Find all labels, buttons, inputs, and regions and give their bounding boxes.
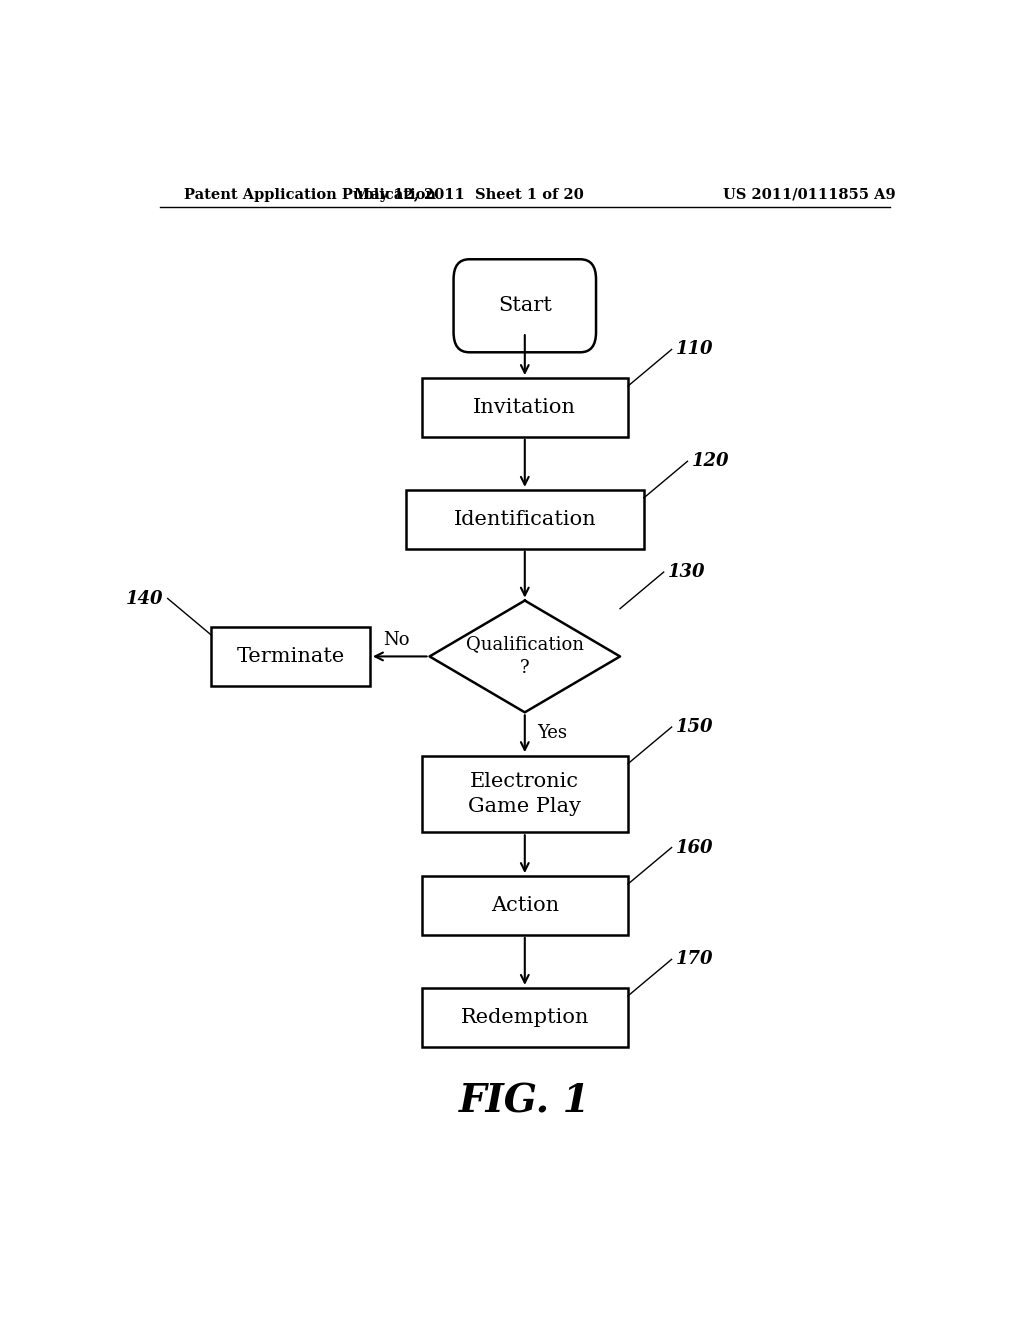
Text: FIG. 1: FIG. 1: [459, 1082, 591, 1121]
Bar: [422, 876, 628, 935]
Text: Identification: Identification: [454, 510, 596, 529]
Text: No: No: [383, 631, 410, 649]
Text: 140: 140: [126, 590, 164, 607]
Text: 110: 110: [676, 341, 713, 359]
Text: US 2011/0111855 A9: US 2011/0111855 A9: [723, 187, 896, 202]
Text: Invitation: Invitation: [473, 397, 577, 417]
Text: May 12, 2011  Sheet 1 of 20: May 12, 2011 Sheet 1 of 20: [354, 187, 584, 202]
FancyBboxPatch shape: [454, 259, 596, 352]
Bar: [406, 490, 644, 549]
Bar: [422, 378, 628, 437]
Text: Redemption: Redemption: [461, 1007, 589, 1027]
Text: 160: 160: [676, 838, 713, 857]
Text: Start: Start: [498, 296, 552, 315]
Text: Qualification
?: Qualification ?: [466, 636, 584, 677]
Text: 150: 150: [676, 718, 713, 737]
Text: 130: 130: [668, 564, 706, 581]
Bar: [422, 987, 628, 1047]
Text: Electronic
Game Play: Electronic Game Play: [468, 772, 582, 816]
Text: Patent Application Publication: Patent Application Publication: [183, 187, 435, 202]
Bar: [422, 755, 628, 832]
Bar: [211, 627, 370, 686]
Text: 120: 120: [691, 453, 729, 470]
Text: Yes: Yes: [537, 723, 566, 742]
Text: Terminate: Terminate: [237, 647, 345, 665]
Text: 170: 170: [676, 950, 713, 969]
Text: Action: Action: [490, 896, 559, 915]
